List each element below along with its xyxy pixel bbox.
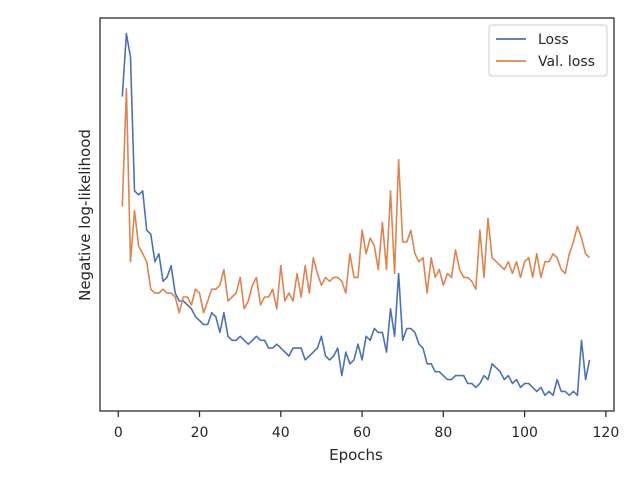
- y-axis-label: Negative log-likelihood: [76, 129, 94, 301]
- x-tick-label: 0: [114, 425, 123, 441]
- x-tick-label: 100: [511, 425, 538, 441]
- plot-area: [121, 32, 591, 397]
- legend-box: [488, 24, 608, 77]
- series-line-loss: [121, 32, 591, 397]
- x-tick-label: 40: [272, 425, 290, 441]
- axes-frame: [99, 17, 615, 412]
- legend: Loss Val. loss: [488, 24, 608, 77]
- x-tick-label: 60: [353, 425, 371, 441]
- legend-label-val-loss: Val. loss: [538, 54, 595, 70]
- series-line-val-loss: [121, 87, 591, 314]
- legend-label-loss: Loss: [538, 32, 569, 48]
- x-tick-label: 80: [434, 425, 452, 441]
- x-tick-label: 20: [191, 425, 209, 441]
- x-tick-label: 120: [593, 425, 620, 441]
- x-axis: 0 20 40 60 80 100 120: [114, 411, 619, 441]
- x-axis-label: Epochs: [329, 446, 383, 464]
